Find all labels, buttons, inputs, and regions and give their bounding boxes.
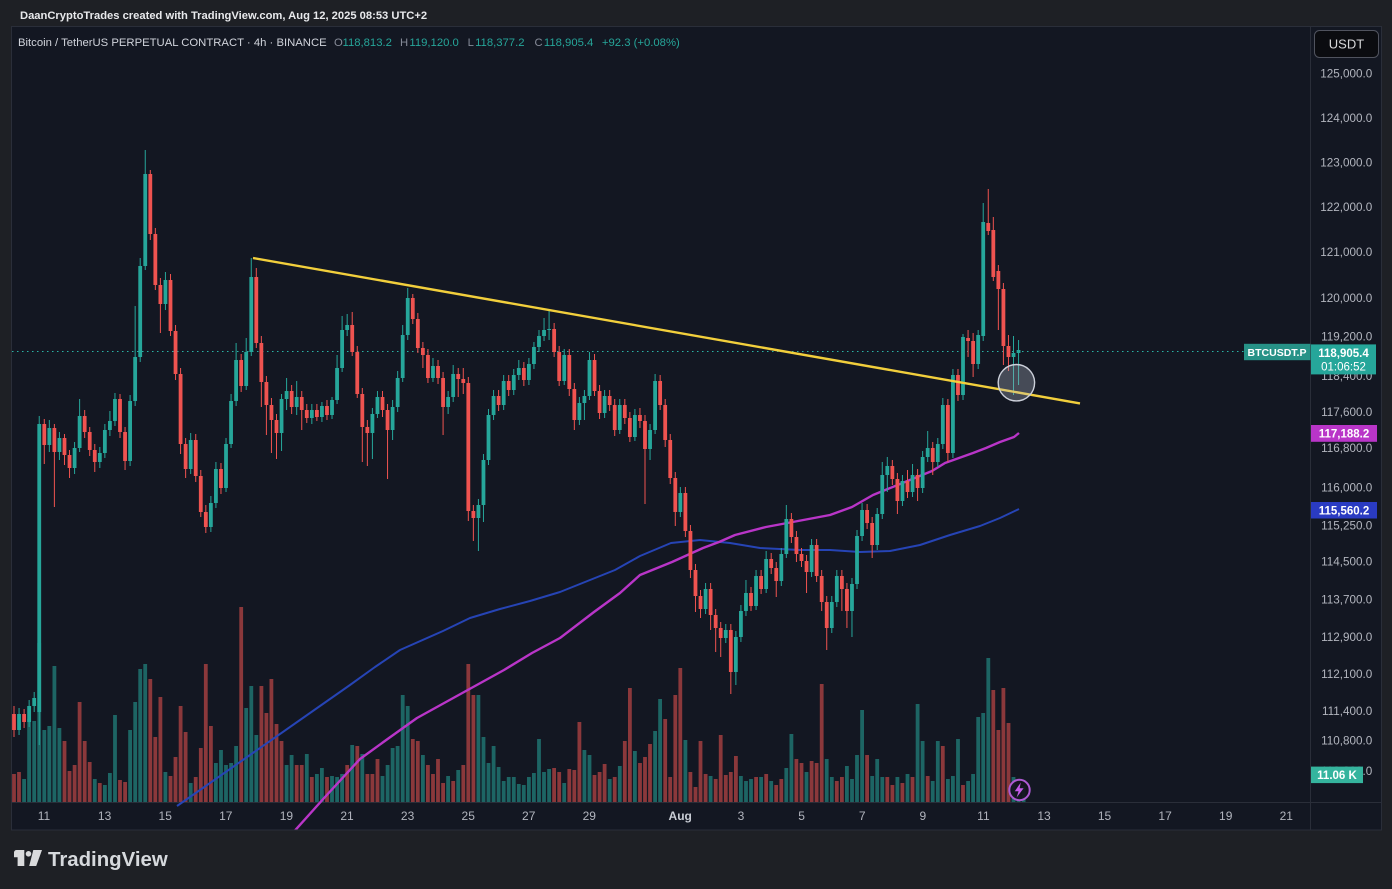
svg-text:117,188.2: 117,188.2	[1319, 428, 1370, 440]
svg-text:25: 25	[462, 809, 476, 823]
svg-text:H: H	[400, 37, 408, 49]
svg-text:TradingView: TradingView	[48, 849, 168, 871]
svg-text:125,000.0: 125,000.0	[1320, 68, 1372, 81]
svg-text:110,800.0: 110,800.0	[1321, 735, 1373, 748]
svg-text:5: 5	[798, 809, 805, 823]
svg-text:112,100.0: 112,100.0	[1321, 668, 1373, 681]
svg-text:121,000.0: 121,000.0	[1320, 246, 1372, 259]
svg-text:120,000.0: 120,000.0	[1320, 292, 1372, 305]
svg-text:113,700.0: 113,700.0	[1321, 594, 1373, 607]
svg-text:BTCUSDT.P: BTCUSDT.P	[1248, 347, 1307, 359]
svg-text:3: 3	[738, 809, 745, 823]
svg-text:21: 21	[1280, 809, 1294, 823]
svg-text:29: 29	[583, 809, 597, 823]
svg-text:21: 21	[340, 809, 354, 823]
svg-text:L: L	[468, 37, 474, 49]
svg-text:11: 11	[38, 809, 51, 823]
svg-text:115,250.0: 115,250.0	[1321, 520, 1373, 533]
svg-text:DaanCryptoTrades created with: DaanCryptoTrades created with TradingVie…	[20, 10, 427, 22]
svg-text:Bitcoin / TetherUS PERPETUAL C: Bitcoin / TetherUS PERPETUAL CONTRACT · …	[18, 37, 327, 49]
svg-text:17: 17	[219, 809, 233, 823]
svg-text:111,400.0: 111,400.0	[1322, 705, 1373, 718]
svg-text:116,800.0: 116,800.0	[1321, 442, 1373, 455]
svg-text:11.06 K: 11.06 K	[1317, 770, 1357, 782]
svg-text:O: O	[334, 37, 343, 49]
svg-text:115,560.2: 115,560.2	[1319, 505, 1370, 517]
svg-text:USDT: USDT	[1329, 37, 1364, 52]
svg-text:117,600.0: 117,600.0	[1321, 406, 1373, 419]
svg-text:Aug: Aug	[669, 809, 692, 823]
svg-text:116,000.0: 116,000.0	[1321, 482, 1373, 495]
svg-text:9: 9	[919, 809, 926, 823]
svg-text:15: 15	[1098, 809, 1112, 823]
svg-text:119,120.0: 119,120.0	[409, 37, 458, 49]
svg-text:13: 13	[1037, 809, 1051, 823]
svg-text:124,000.0: 124,000.0	[1320, 112, 1372, 125]
svg-text:13: 13	[98, 809, 112, 823]
svg-text:119,200.0: 119,200.0	[1321, 331, 1373, 344]
svg-text:27: 27	[522, 809, 536, 823]
svg-text:15: 15	[159, 809, 173, 823]
svg-text:C: C	[535, 37, 543, 49]
svg-text:7: 7	[859, 809, 866, 823]
svg-text:122,000.0: 122,000.0	[1320, 201, 1372, 214]
svg-text:01:06:52: 01:06:52	[1321, 362, 1366, 374]
svg-text:17: 17	[1158, 809, 1172, 823]
svg-text:118,377.2: 118,377.2	[475, 37, 524, 49]
svg-text:123,000.0: 123,000.0	[1320, 157, 1372, 170]
svg-text:118,813.2: 118,813.2	[343, 37, 392, 49]
svg-text:112,900.0: 112,900.0	[1321, 631, 1373, 644]
svg-text:19: 19	[1219, 809, 1233, 823]
svg-text:23: 23	[401, 809, 415, 823]
svg-text:118,905.4: 118,905.4	[1318, 348, 1369, 360]
svg-text:19: 19	[280, 809, 294, 823]
svg-text:118,905.4: 118,905.4	[544, 37, 593, 49]
svg-text:+92.3 (+0.08%): +92.3 (+0.08%)	[602, 37, 680, 49]
svg-text:11: 11	[977, 809, 990, 823]
svg-text:114,500.0: 114,500.0	[1321, 556, 1373, 569]
